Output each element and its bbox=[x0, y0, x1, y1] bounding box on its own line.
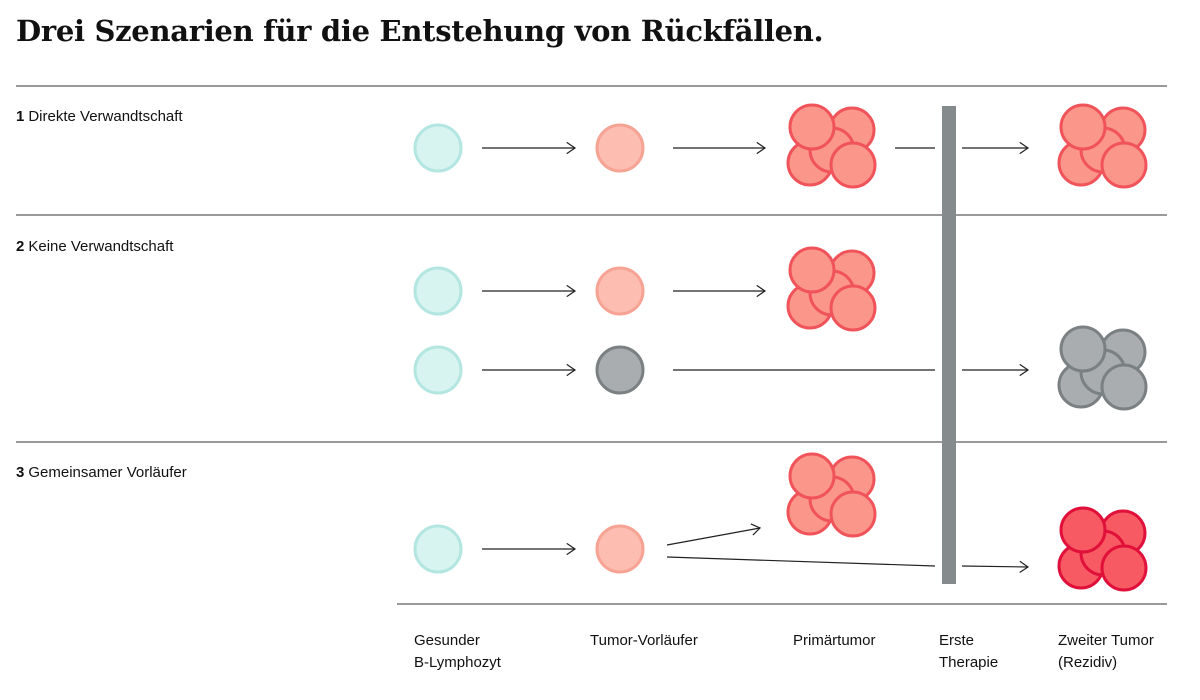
stage-label-healthy: Gesunder B-Lymphozyt bbox=[414, 632, 501, 671]
scenario-number: 1 bbox=[16, 108, 25, 125]
scenario-number: 3 bbox=[16, 464, 25, 481]
arrow-head-icon bbox=[1019, 141, 1030, 155]
common-precursor-cell bbox=[595, 524, 645, 574]
relapse-tumor-cell bbox=[1100, 544, 1148, 592]
page-title: Drei Szenarien für die Entstehung von Rü… bbox=[16, 14, 824, 48]
primary-tumor-cell bbox=[788, 103, 836, 151]
scenario-number: 2 bbox=[16, 238, 25, 255]
arrow-head-icon bbox=[566, 141, 577, 155]
healthy-b-cell bbox=[413, 524, 463, 574]
scenario-title: Gemeinsamer Vorläufer bbox=[28, 464, 187, 481]
unrelated-second-tumor-cell bbox=[1100, 363, 1148, 411]
unrelated-second-tumor-cell bbox=[1059, 325, 1107, 373]
arrow-head-icon bbox=[1019, 560, 1030, 574]
primary-tumor-cell bbox=[829, 490, 877, 538]
healthy-b-cell bbox=[413, 345, 463, 395]
arrow-head-icon bbox=[756, 284, 767, 298]
stage-label-precursor: Tumor-Vorläufer bbox=[590, 632, 698, 649]
therapy-bar bbox=[942, 106, 956, 584]
stage-label-primary: Primärtumor bbox=[793, 632, 876, 649]
second-tumor-cell bbox=[1100, 141, 1148, 189]
tumor-precursor-cell bbox=[595, 123, 645, 173]
primary-tumor-cell bbox=[788, 452, 836, 500]
scenario-title: Keine Verwandtschaft bbox=[28, 238, 174, 255]
arrow-head-icon bbox=[756, 141, 767, 155]
relapse-tumor-cell bbox=[1059, 506, 1107, 554]
connector-line bbox=[666, 556, 936, 567]
healthy-b-cell bbox=[413, 266, 463, 316]
tumor-precursor-cell bbox=[595, 266, 645, 316]
arrow-line bbox=[666, 527, 761, 546]
arrow-line bbox=[961, 565, 1029, 568]
second-tumor-cell bbox=[1059, 103, 1107, 151]
arrow-head-icon bbox=[566, 284, 577, 298]
scenario-3-label: 3 Gemeinsamer Vorläufer bbox=[16, 464, 187, 481]
healthy-b-cell bbox=[413, 123, 463, 173]
arrow-head-icon bbox=[566, 363, 577, 377]
scenario-2-label: 2 Keine Verwandtschaft bbox=[16, 238, 173, 255]
scenario-1-label: 1 Direkte Verwandtschaft bbox=[16, 108, 183, 125]
arrow-head-icon bbox=[566, 542, 577, 556]
stage-label-relapse: Zweiter Tumor (Rezidiv) bbox=[1058, 632, 1154, 671]
unrelated-precursor-cell bbox=[595, 345, 645, 395]
primary-tumor-cell bbox=[829, 141, 877, 189]
scenario-title: Direkte Verwandtschaft bbox=[28, 108, 183, 125]
primary-tumor-cell bbox=[829, 284, 877, 332]
arrow-head-icon bbox=[1019, 363, 1030, 377]
arrow-head-icon bbox=[750, 523, 762, 536]
stage-label-therapy: Erste Therapie bbox=[939, 632, 999, 671]
primary-tumor-cell bbox=[788, 246, 836, 294]
